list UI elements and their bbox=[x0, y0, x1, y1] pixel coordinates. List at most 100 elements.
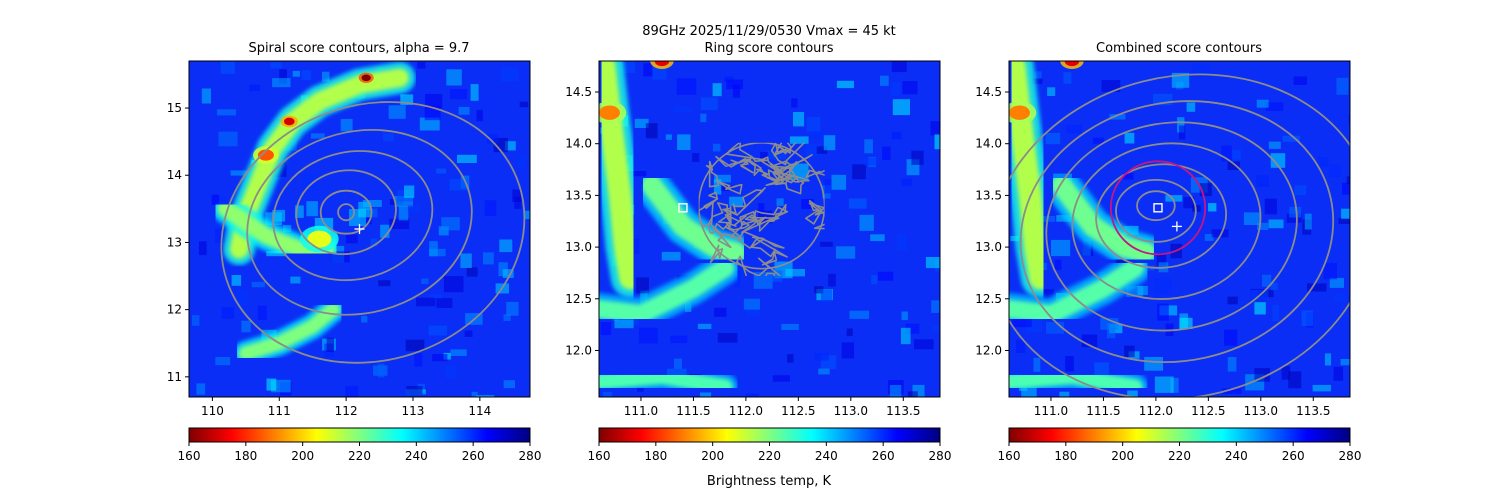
texture-cell bbox=[201, 88, 211, 104]
texture-cell bbox=[905, 323, 920, 334]
ring-contour bbox=[709, 244, 724, 264]
texture-cell bbox=[1153, 278, 1172, 295]
texture-cell bbox=[1329, 164, 1341, 178]
texture-cell bbox=[1186, 102, 1196, 112]
texture-cell bbox=[1171, 72, 1190, 88]
ring-contour bbox=[739, 211, 757, 226]
texture-cell bbox=[388, 105, 406, 119]
texture-cell bbox=[1348, 114, 1350, 124]
texture-cell bbox=[849, 310, 869, 319]
texture-cell bbox=[460, 253, 472, 268]
texture-cell bbox=[1056, 215, 1072, 222]
texture-cell bbox=[231, 275, 242, 286]
texture-cell bbox=[450, 89, 468, 100]
texture-cell bbox=[483, 252, 494, 265]
texture-cell bbox=[322, 71, 330, 82]
texture-cell bbox=[450, 349, 467, 356]
texture-cell bbox=[793, 112, 805, 127]
texture-cell bbox=[892, 99, 910, 116]
texture-cell bbox=[1336, 77, 1349, 95]
texture-cell bbox=[449, 178, 468, 191]
texture-cell bbox=[814, 353, 829, 361]
score-contour bbox=[1019, 100, 1335, 364]
x-tick-label: 111.0 bbox=[1034, 404, 1068, 418]
texture-cell bbox=[1227, 161, 1240, 170]
texture-cell bbox=[292, 70, 300, 77]
ring-contour bbox=[710, 224, 736, 249]
texture-cell bbox=[841, 342, 855, 359]
texture-cell bbox=[1204, 234, 1214, 241]
texture-cell bbox=[602, 391, 612, 397]
texture-cell bbox=[525, 210, 530, 220]
texture-cell bbox=[692, 153, 700, 162]
texture-cell bbox=[196, 383, 206, 395]
texture-cell bbox=[361, 315, 368, 323]
texture-cell bbox=[218, 131, 238, 147]
colorbar-tick-label: 220 bbox=[348, 449, 371, 463]
texture-cell bbox=[1221, 145, 1232, 162]
texture-cell bbox=[345, 234, 358, 244]
texture-cell bbox=[697, 323, 712, 329]
y-tick-label: 12.5 bbox=[565, 292, 592, 306]
texture-cell bbox=[745, 304, 759, 317]
score-contour bbox=[1136, 190, 1176, 222]
y-tick-label: 12.5 bbox=[975, 292, 1002, 306]
texture-cell bbox=[1272, 305, 1280, 322]
colorbar-tick-label: 160 bbox=[588, 449, 611, 463]
ring-score-panel: Ring score contours 111.0 111.5 112.0 112.5… bbox=[565, 41, 951, 463]
texture-cell bbox=[1304, 213, 1312, 230]
x-tick-label: 112.5 bbox=[781, 404, 815, 418]
texture-cell bbox=[1033, 357, 1041, 372]
texture-cell bbox=[1154, 376, 1174, 393]
ring-contour bbox=[736, 255, 761, 277]
y-tick-label: 13.0 bbox=[975, 240, 1002, 254]
ring-contour bbox=[780, 174, 810, 195]
colorbar-gradient bbox=[598, 427, 941, 443]
spiral-score-panel: Spiral score contours, alpha = 9.7 110 11… bbox=[167, 41, 542, 463]
texture-cell bbox=[1222, 388, 1242, 394]
y-tick-label: 13.5 bbox=[975, 188, 1002, 202]
texture-cell bbox=[677, 134, 691, 150]
texture-cell bbox=[1063, 72, 1072, 84]
texture-cell bbox=[306, 201, 318, 217]
ring-panel-title: Ring score contours bbox=[704, 41, 833, 56]
texture-cell bbox=[791, 98, 798, 108]
texture-cell bbox=[676, 78, 697, 95]
texture-cell bbox=[302, 173, 319, 191]
ring-contour bbox=[717, 206, 732, 224]
x-tick-label: 113.0 bbox=[1244, 404, 1278, 418]
y-axis: 11 12 13 14 15 bbox=[167, 101, 189, 384]
colorbar-gradient bbox=[1008, 427, 1351, 443]
texture-cell bbox=[340, 118, 353, 132]
ring-contour bbox=[756, 168, 782, 183]
colorbar-tick-label: 240 bbox=[1225, 449, 1248, 463]
x-tick-label: 112.0 bbox=[729, 404, 763, 418]
texture-cell bbox=[416, 297, 436, 307]
texture-cell bbox=[425, 93, 443, 109]
x-tick-label: 111.0 bbox=[624, 404, 658, 418]
texture-cell bbox=[221, 307, 235, 319]
texture-cell bbox=[826, 206, 838, 213]
texture-cell bbox=[758, 203, 765, 212]
texture-cell bbox=[1307, 283, 1327, 292]
texture-cell bbox=[272, 78, 291, 88]
texture-cell bbox=[863, 157, 878, 166]
texture-cell bbox=[445, 365, 457, 379]
texture-cell bbox=[215, 357, 231, 366]
texture-cell bbox=[930, 121, 940, 136]
texture-cell bbox=[846, 328, 853, 337]
texture-cell bbox=[901, 311, 908, 321]
colorbar-tick-label: 200 bbox=[291, 449, 314, 463]
texture-cell bbox=[643, 63, 653, 77]
y-tick-label: 14 bbox=[167, 168, 182, 182]
ring-contour bbox=[698, 201, 714, 228]
colorbar-tick-label: 240 bbox=[815, 449, 838, 463]
texture-cell bbox=[406, 386, 423, 395]
texture-cell bbox=[714, 307, 727, 317]
ring-contour bbox=[757, 257, 782, 277]
texture-cell bbox=[1232, 149, 1241, 160]
colorbar-tick-label: 260 bbox=[462, 449, 485, 463]
x-axis: 111.0 111.5 112.0 112.5 113.0 113.5 bbox=[624, 397, 920, 418]
texture-cell bbox=[1286, 213, 1302, 223]
texture-cell bbox=[1268, 141, 1281, 149]
